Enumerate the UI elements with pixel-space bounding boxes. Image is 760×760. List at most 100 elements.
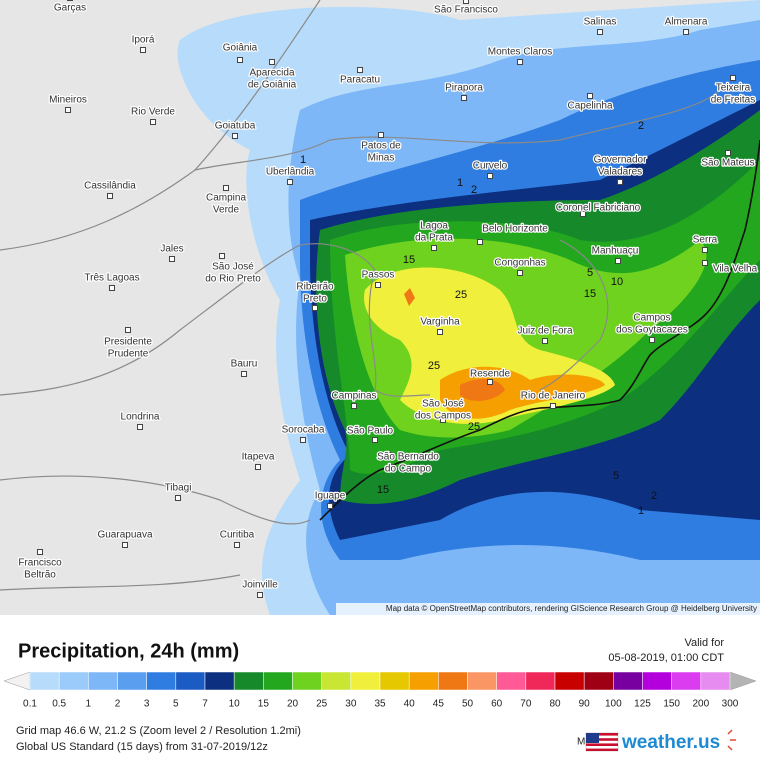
city-label: do Campo <box>385 464 432 475</box>
city-label: Valadares <box>598 167 642 178</box>
city-label: Varginha <box>420 317 460 328</box>
city-label: Manhuaçu <box>592 246 639 257</box>
city-marker <box>109 285 115 291</box>
city-label: Aparecida <box>249 68 294 79</box>
city-label: Francisco <box>18 558 62 569</box>
city-label: Salinas <box>584 17 617 28</box>
city-marker <box>683 29 689 35</box>
city-marker <box>542 338 548 344</box>
city-label: dos Goytacazes <box>616 325 688 336</box>
city-marker <box>241 371 247 377</box>
city-label: Ribeirão <box>296 282 334 293</box>
valid-time: 05-08-2019, 01:00 CDT <box>608 652 724 664</box>
city-label: São Mateus <box>701 158 754 169</box>
city-marker <box>461 95 467 101</box>
city-label: Resende <box>470 369 510 380</box>
city-label: Prudente <box>108 349 149 360</box>
city-label: Rio Verde <box>131 107 175 118</box>
city-label: Capelinha <box>567 101 612 112</box>
city-marker <box>312 305 318 311</box>
city-label: São José <box>212 262 254 273</box>
city-marker <box>257 592 263 598</box>
city-marker <box>587 93 593 99</box>
city-label: Montes Claros <box>488 47 552 58</box>
contour-label: 1 <box>300 154 306 166</box>
city-label: Almenara <box>665 17 708 28</box>
city-marker <box>223 185 229 191</box>
city-marker <box>351 403 357 409</box>
city-label: Passos <box>362 270 395 281</box>
city-label: São Bernardo <box>377 452 439 463</box>
city-label: Goiânia <box>223 43 258 54</box>
city-marker <box>597 29 603 35</box>
scale-label: 150 <box>663 699 680 710</box>
city-label: Pirapora <box>445 83 483 94</box>
city-label: de Goiânia <box>248 80 297 91</box>
attribution-bg <box>336 603 760 615</box>
us-flag <box>585 732 619 752</box>
contour-label: 5 <box>613 470 619 482</box>
city-label: São Paulo <box>347 426 394 437</box>
brand-rays <box>727 729 736 751</box>
scale-arrow-right <box>729 671 757 691</box>
city-marker <box>300 437 306 443</box>
city-label: Rio de Janeiro <box>521 391 586 402</box>
scale-label: 20 <box>287 699 299 710</box>
city-label: Três Lagoas <box>84 273 139 284</box>
scale-label: 40 <box>404 699 416 710</box>
scale-label: 15 <box>258 699 270 710</box>
city-marker <box>517 270 523 276</box>
scale-label: 300 <box>722 699 739 710</box>
state-borders <box>0 0 721 591</box>
city-marker <box>730 75 736 81</box>
city-label: Coronel Fabriciano <box>556 203 641 214</box>
contour-label: 2 <box>471 184 477 196</box>
city-marker <box>107 193 113 199</box>
map: Map data © OpenStreetMap contributors, r… <box>0 0 760 615</box>
city-marker <box>580 211 586 217</box>
valid-label: Valid for <box>684 637 724 649</box>
scale-box <box>554 671 585 691</box>
scale-box <box>642 671 672 691</box>
city-marker <box>67 0 73 1</box>
city-marker <box>125 327 131 333</box>
city-label: São José <box>422 399 464 410</box>
city-label: Verde <box>213 205 240 216</box>
scale-box <box>321 671 352 691</box>
city-marker <box>150 119 156 125</box>
color-scale: 0.1 0.5 1 2 3 5 7 10 15 20 25 30 35 40 45 50 60 70 80 90 100… <box>23 671 739 710</box>
city-marker <box>137 424 143 430</box>
city-marker <box>431 245 437 251</box>
city-marker <box>287 179 293 185</box>
city-label: de Freitas <box>711 95 755 106</box>
scale-label: 80 <box>549 699 561 710</box>
scale-label: 200 <box>692 699 709 710</box>
scale-box <box>204 671 235 691</box>
city-label: Curvelo <box>473 161 508 172</box>
city-marker <box>550 403 556 409</box>
city-marker <box>372 437 378 443</box>
city-marker <box>487 173 493 179</box>
city-marker <box>378 132 384 138</box>
city-marker <box>175 495 181 501</box>
scale-box <box>671 671 702 691</box>
city-marker <box>234 542 240 548</box>
legend-title: Precipitation, 24h (mm) <box>18 640 239 662</box>
scale-box <box>700 671 731 691</box>
city-label: Garças <box>54 3 86 14</box>
contour-label: 15 <box>377 484 389 496</box>
scale-label: 100 <box>605 699 622 710</box>
scale-box <box>292 671 322 691</box>
city-label: Itapeva <box>242 452 275 463</box>
scale-label: 2 <box>115 699 121 710</box>
city-label: Sorocaba <box>282 425 325 436</box>
city-marker <box>375 282 381 288</box>
city-label: Bauru <box>231 359 258 370</box>
scale-box <box>117 671 147 691</box>
city-marker <box>649 337 655 343</box>
scale-box <box>350 671 381 691</box>
city-marker <box>140 47 146 53</box>
city-label: Londrina <box>121 412 160 423</box>
scale-label: 0.5 <box>52 699 66 710</box>
